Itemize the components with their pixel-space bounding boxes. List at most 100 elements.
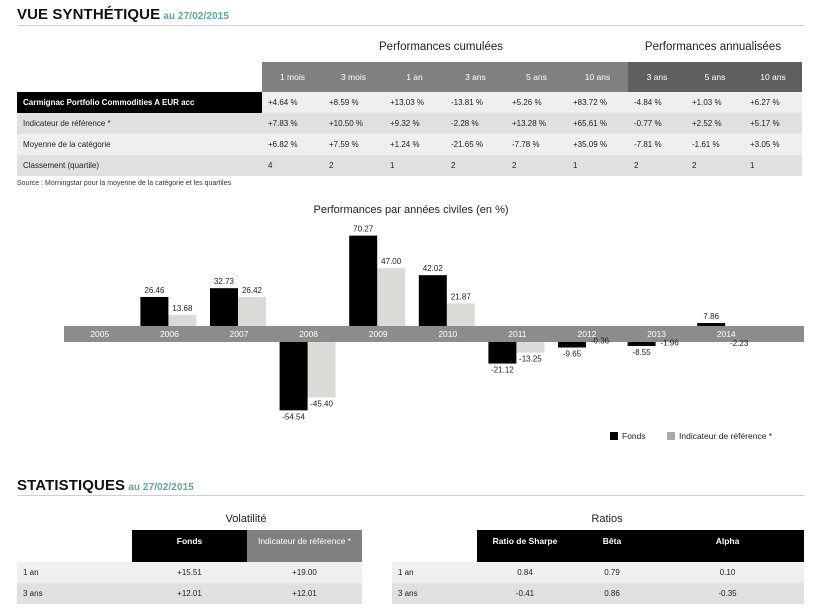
table-row: 1 an 0.84 0.79 0.10	[392, 562, 804, 583]
table-cell: 2	[445, 155, 506, 176]
row-label: Classement (quartile)	[17, 155, 262, 176]
table-cell: +2.52 %	[686, 113, 744, 134]
chart-title: Performances par années civiles (en %)	[313, 204, 508, 216]
table-cell: +4.64 %	[262, 92, 323, 113]
row-label: 1 an	[392, 562, 477, 583]
table-cell: 2	[323, 155, 384, 176]
group-header-cumulees: Performances cumulées	[379, 41, 503, 53]
x-tick-label: 2009	[369, 329, 388, 339]
row-label: 3 ans	[392, 583, 477, 604]
bar-value-label: -13.25	[519, 355, 542, 364]
bar-value-label: 7.86	[703, 312, 719, 321]
row-label: Moyenne de la catégorie	[17, 134, 262, 155]
row-label: 3 ans	[17, 583, 132, 604]
table-row: Moyenne de la catégorie +6.82 % +7.59 % +1.…	[17, 134, 802, 155]
table-row: 1 an +15.51 +19.00	[17, 562, 362, 583]
bar-value-label: -1.96	[660, 339, 679, 348]
table-cell: -1.61 %	[686, 134, 744, 155]
table-cell: 1	[567, 155, 628, 176]
bar-value-label: 13.68	[172, 304, 193, 313]
table-cell: -7.81 %	[628, 134, 686, 155]
col-header: Indicateur de référence *	[247, 530, 362, 562]
ratios-title: Ratios	[591, 513, 623, 525]
col-header: 1 an	[384, 62, 445, 92]
section-divider	[17, 25, 804, 26]
col-header: 1 mois	[262, 62, 323, 92]
table-cell: 2	[686, 155, 744, 176]
bar-value-label: 26.42	[242, 286, 263, 295]
section-title-statistiques: STATISTIQUES au 27/02/2015	[17, 477, 194, 494]
volatility-table: Fonds Indicateur de référence * 1 an +15.…	[17, 530, 362, 604]
col-header: Bêta	[573, 530, 651, 562]
table-cell: +7.59 %	[323, 134, 384, 155]
bar-value-label: 32.73	[214, 277, 235, 286]
section-title-text: STATISTIQUES	[17, 477, 126, 494]
bar-fonds	[349, 235, 378, 334]
legend-indicateur: Indicateur de référence *	[667, 431, 772, 441]
table-cell: 0.84	[477, 562, 573, 583]
bar-indicateur	[307, 334, 336, 398]
bar-fonds	[418, 275, 447, 334]
row-label: Indicateur de référence *	[17, 113, 262, 134]
table-cell: +13.28 %	[506, 113, 567, 134]
table-cell: +83.72 %	[567, 92, 628, 113]
x-tick-label: 2010	[438, 329, 457, 339]
x-tick-label: 2012	[578, 329, 597, 339]
table-cell: +6.27 %	[744, 92, 802, 113]
col-header: 5 ans	[686, 62, 744, 92]
col-header: 10 ans	[744, 62, 802, 92]
bar-value-label: 70.27	[353, 225, 374, 234]
table-cell: +12.01	[132, 583, 247, 604]
table-cell: +1.24 %	[384, 134, 445, 155]
bar-value-label: -2.23	[730, 339, 749, 348]
bar-value-label: -21.12	[491, 366, 514, 375]
col-header: 10 ans	[567, 62, 628, 92]
annual-performance-chart: Performances par années civiles (en %) 2…	[64, 204, 804, 420]
bar-value-label: 26.46	[144, 286, 165, 295]
header-blank	[17, 62, 262, 92]
table-cell: 2	[506, 155, 567, 176]
volatility-title: Volatilité	[225, 513, 267, 525]
bar-fonds	[279, 334, 308, 411]
table-row: Carmignac Portfolio Commodities A EUR ac…	[17, 92, 802, 113]
table-cell: 0.86	[573, 583, 651, 604]
table-cell: 2	[628, 155, 686, 176]
table-row: 3 ans +12.01 +12.01	[17, 583, 362, 604]
bar-value-label: 21.87	[451, 292, 472, 301]
legend-label: Fonds	[622, 431, 646, 441]
section-date: au 27/02/2015	[163, 11, 229, 22]
table-row: 3 ans -0.41 0.86 -0.35	[392, 583, 804, 604]
col-header: 3 ans	[628, 62, 686, 92]
bar-value-label: -45.40	[310, 400, 333, 409]
table-cell: -7.78 %	[506, 134, 567, 155]
row-label: 1 an	[17, 562, 132, 583]
x-tick-label: 2006	[160, 329, 179, 339]
table-cell: +12.01	[247, 583, 362, 604]
x-tick-label: 2011	[508, 329, 527, 339]
x-tick-label: 2007	[230, 329, 249, 339]
table-cell: +8.59 %	[323, 92, 384, 113]
bar-value-label: -54.54	[282, 412, 305, 420]
table-cell: +10.50 %	[323, 113, 384, 134]
table-cell: +35.09 %	[567, 134, 628, 155]
section-title-text: VUE SYNTHÉTIQUE	[17, 6, 161, 23]
section-date: au 27/02/2015	[128, 482, 194, 493]
x-tick-label: 2008	[299, 329, 318, 339]
legend-swatch	[610, 432, 618, 440]
legend-fonds: Fonds	[610, 431, 646, 441]
table-cell: -13.81 %	[445, 92, 506, 113]
ratios-table: Ratio de Sharpe Bêta Alpha 1 an 0.84 0.79 0…	[392, 530, 804, 604]
bar-value-label: -8.55	[632, 348, 651, 357]
table-cell: 4	[262, 155, 323, 176]
table-row: Classement (quartile) 4 2 1 2 2 1 2 2 1	[17, 155, 802, 176]
x-tick-label: 2005	[90, 329, 109, 339]
x-tick-label: 2014	[717, 329, 736, 339]
table-cell: 1	[744, 155, 802, 176]
table-cell: +19.00	[247, 562, 362, 583]
bar-value-label: -0.36	[591, 337, 610, 346]
table-cell: +6.82 %	[262, 134, 323, 155]
section-divider	[17, 495, 804, 496]
table-cell: +7.83 %	[262, 113, 323, 134]
bar-value-label: 47.00	[381, 257, 402, 266]
col-header: Ratio de Sharpe	[477, 530, 573, 562]
